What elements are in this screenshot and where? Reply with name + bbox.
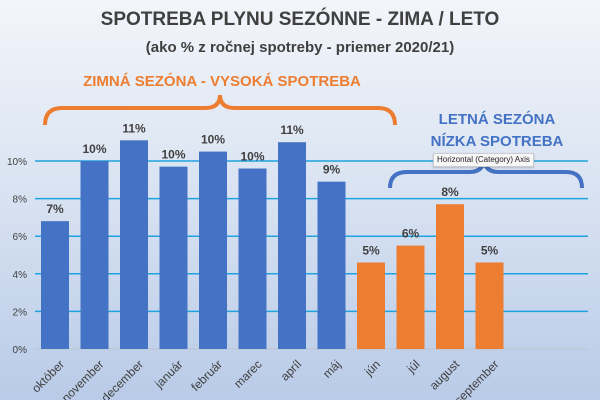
x-tick-label: december bbox=[98, 357, 146, 400]
y-tick-label: 8% bbox=[13, 195, 28, 206]
x-tick-label: január bbox=[151, 357, 185, 391]
bar-marec bbox=[238, 168, 267, 349]
summer-annotation-line1: LETNÁ SEZÓNA bbox=[439, 110, 556, 128]
data-label: 10% bbox=[161, 148, 185, 162]
data-label: 10% bbox=[201, 133, 225, 147]
bar-jún bbox=[357, 262, 385, 349]
tooltip: Horizontal (Category) Axis bbox=[433, 153, 534, 167]
data-label: 5% bbox=[481, 244, 499, 258]
bar-november bbox=[80, 161, 109, 349]
bar-apríl bbox=[278, 142, 306, 349]
bar-máj bbox=[317, 181, 346, 349]
summer-annotation-line2: NÍZKA SPOTREBA bbox=[431, 133, 564, 150]
data-label: 10% bbox=[240, 150, 264, 164]
bar-september bbox=[475, 262, 504, 349]
bar-január bbox=[159, 166, 188, 349]
x-tick-label: september bbox=[452, 357, 502, 400]
data-label: 8% bbox=[441, 185, 459, 199]
x-tick-label: október bbox=[29, 357, 67, 395]
x-tick-label: august bbox=[427, 357, 463, 393]
x-tick-label: júl bbox=[404, 357, 423, 376]
data-label: 10% bbox=[82, 142, 106, 156]
chart-subtitle: (ako % z ročnej spotreby - priemer 2020/… bbox=[146, 39, 454, 56]
y-tick-label: 0% bbox=[13, 345, 28, 356]
x-tick-label: február bbox=[188, 357, 225, 394]
y-tick-label: 10% bbox=[7, 157, 27, 168]
winter-brace bbox=[43, 94, 397, 126]
data-label: 5% bbox=[362, 244, 380, 258]
bar-júl bbox=[396, 245, 425, 349]
y-tick-label: 2% bbox=[13, 307, 28, 318]
x-tick-label: jún bbox=[361, 357, 383, 379]
winter-annotation: ZIMNÁ SEZÓNA - VYSOKÁ SPOTREBA bbox=[83, 72, 361, 90]
bar-august bbox=[436, 204, 464, 349]
bar-október bbox=[41, 221, 69, 349]
y-tick-label: 4% bbox=[13, 270, 28, 281]
x-tick-label: marec bbox=[231, 357, 264, 390]
chart-title: SPOTREBA PLYNU SEZÓNNE - ZIMA / LETO bbox=[101, 8, 500, 30]
data-label: 9% bbox=[323, 163, 341, 177]
x-tick-label: apríl bbox=[278, 357, 304, 383]
bar-december bbox=[120, 140, 148, 349]
bar-február bbox=[199, 151, 227, 349]
data-label: 7% bbox=[46, 202, 64, 216]
data-label: 11% bbox=[280, 123, 304, 137]
x-tick-label: máj bbox=[320, 357, 344, 381]
data-label: 11% bbox=[122, 121, 146, 135]
y-tick-label: 6% bbox=[13, 232, 28, 243]
data-label: 6% bbox=[402, 227, 420, 241]
